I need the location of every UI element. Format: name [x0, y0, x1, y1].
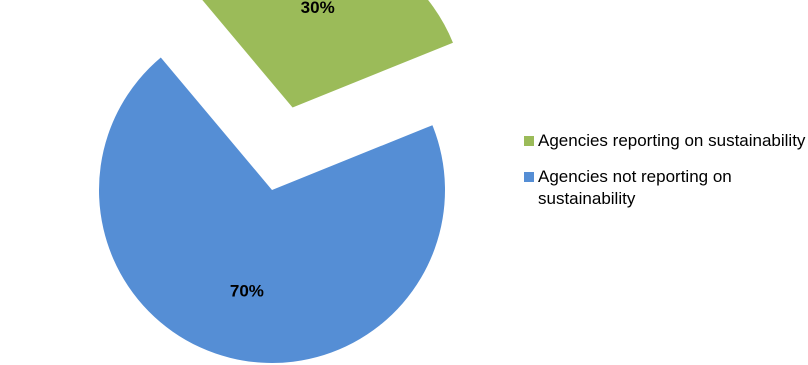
legend-label-not-reporting: Agencies not reporting on sustainability [538, 167, 732, 208]
legend-item-not-reporting: Agencies not reporting on sustainability [524, 166, 806, 210]
legend-swatch-not-reporting [524, 172, 534, 182]
legend-item-reporting: Agencies reporting on sustainability [524, 130, 806, 152]
slice-label-not-reporting: 70% [230, 282, 264, 301]
slice-label-reporting: 30% [301, 0, 335, 17]
slice-not-reporting [98, 57, 445, 364]
legend-label-reporting: Agencies reporting on sustainability [538, 131, 806, 150]
legend: Agencies reporting on sustainability Age… [524, 130, 806, 224]
legend-swatch-reporting [524, 136, 534, 146]
slice-reporting [202, 0, 453, 108]
